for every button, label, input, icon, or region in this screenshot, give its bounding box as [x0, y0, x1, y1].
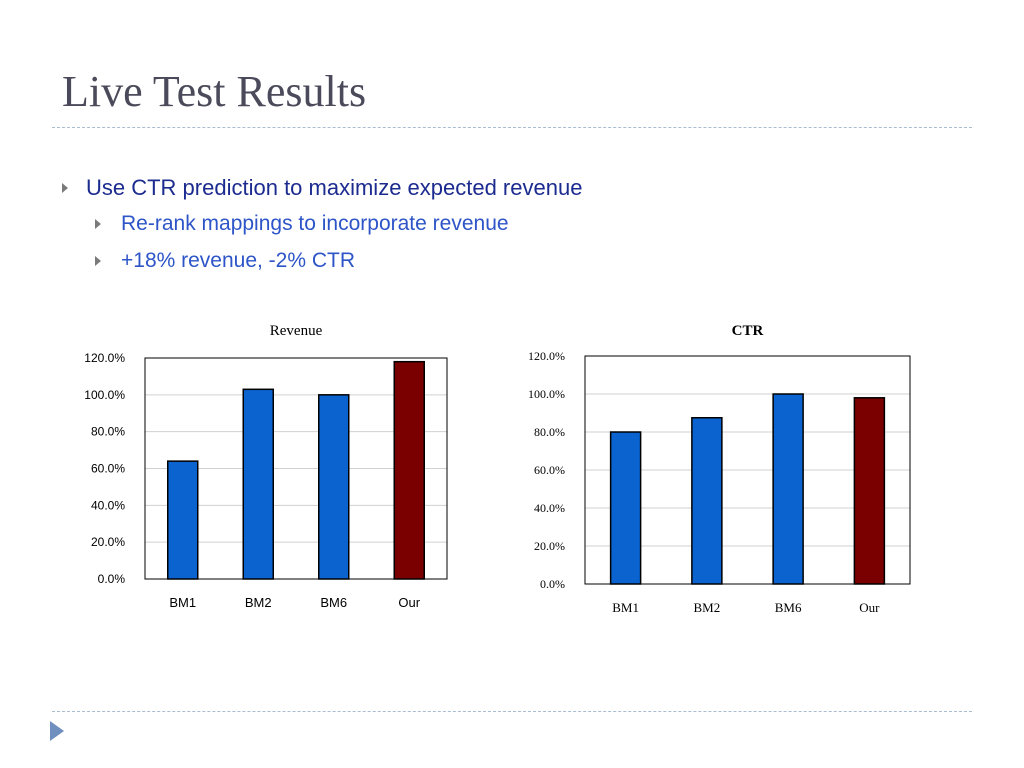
revenue-y-tick-label: 40.0% — [91, 498, 125, 512]
ctr-bar-bm1 — [609, 431, 642, 585]
ctr-x-tick-label: Our — [859, 600, 880, 615]
bullet-text: Re-rank mappings to incorporate revenue — [121, 212, 509, 235]
bullet-level2: +18% revenue, -2% CTR — [95, 249, 355, 273]
ctr-plot-frame — [584, 355, 911, 585]
revenue-y-tick-label: 20.0% — [91, 535, 125, 549]
bullet-text: +18% revenue, -2% CTR — [121, 249, 356, 272]
bullet-arrow-icon — [95, 219, 101, 229]
revenue-y-tick-label: 120.0% — [84, 351, 125, 365]
revenue-y-tick-label: 0.0% — [98, 572, 126, 586]
revenue-chart-title: Revenue — [270, 323, 323, 339]
ctr-x-tick-label: BM6 — [775, 600, 802, 615]
ctr-y-tick-label: 40.0% — [534, 501, 565, 515]
revenue-plot-frame — [144, 357, 448, 580]
revenue-chart-svg: Revenue 0.0% 20.0% 40.0% 60.0% 80.0% 100.0% 120… — [84, 323, 448, 610]
bullet-arrow-icon — [95, 256, 101, 266]
revenue-x-tick-label: Our — [398, 595, 420, 610]
ctr-x-tick-label: BM2 — [694, 600, 721, 615]
ctr-y-tick-label: 60.0% — [534, 463, 565, 477]
revenue-bar-bm6 — [318, 394, 350, 580]
ctr-bar-bm6 — [772, 393, 804, 585]
revenue-y-tick-label: 100.0% — [84, 388, 125, 402]
bullet-text: Use CTR prediction to maximize expected … — [86, 175, 583, 200]
ctr-y-tick-label: 100.0% — [528, 387, 565, 401]
ctr-bar-bm2 — [691, 417, 723, 585]
footer-divider — [52, 711, 972, 712]
ctr-y-tick-label: 120.0% — [528, 349, 565, 363]
next-slide-arrow-icon[interactable] — [50, 721, 64, 741]
ctr-chart: CTR 0.0% 20.0% 40.0% 60.0% 80.0% 100.0% 120.0% B… — [515, 315, 925, 620]
revenue-x-tick-label: BM1 — [169, 595, 196, 610]
revenue-x-tick-label: BM6 — [320, 595, 347, 610]
ctr-y-tick-label: 80.0% — [534, 425, 565, 439]
bullet-level1: Use CTR prediction to maximize expected … — [62, 175, 582, 201]
bullet-level2: Re-rank mappings to incorporate revenue — [95, 212, 509, 236]
ctr-y-tick-label: 20.0% — [534, 539, 565, 553]
revenue-chart: Revenue 0.0% 20.0% 40.0% 60.0% 80.0% 100.0% 120… — [60, 315, 460, 620]
revenue-y-tick-label: 80.0% — [91, 425, 125, 439]
ctr-bar-our — [853, 397, 886, 585]
revenue-y-tick-label: 60.0% — [91, 462, 125, 476]
slide-title: Live Test Results — [62, 67, 367, 116]
ctr-chart-title: CTR — [732, 323, 764, 339]
bullet-arrow-icon — [62, 183, 68, 193]
revenue-bar-bm2 — [242, 388, 274, 580]
title-divider — [52, 127, 972, 128]
revenue-bar-bm1 — [167, 460, 199, 580]
ctr-y-tick-label: 0.0% — [540, 577, 565, 591]
ctr-chart-svg: CTR 0.0% 20.0% 40.0% 60.0% 80.0% 100.0% 120.0% B… — [528, 323, 911, 615]
ctr-x-tick-label: BM1 — [612, 600, 639, 615]
revenue-bar-our — [393, 360, 425, 580]
revenue-x-tick-label: BM2 — [245, 595, 272, 610]
